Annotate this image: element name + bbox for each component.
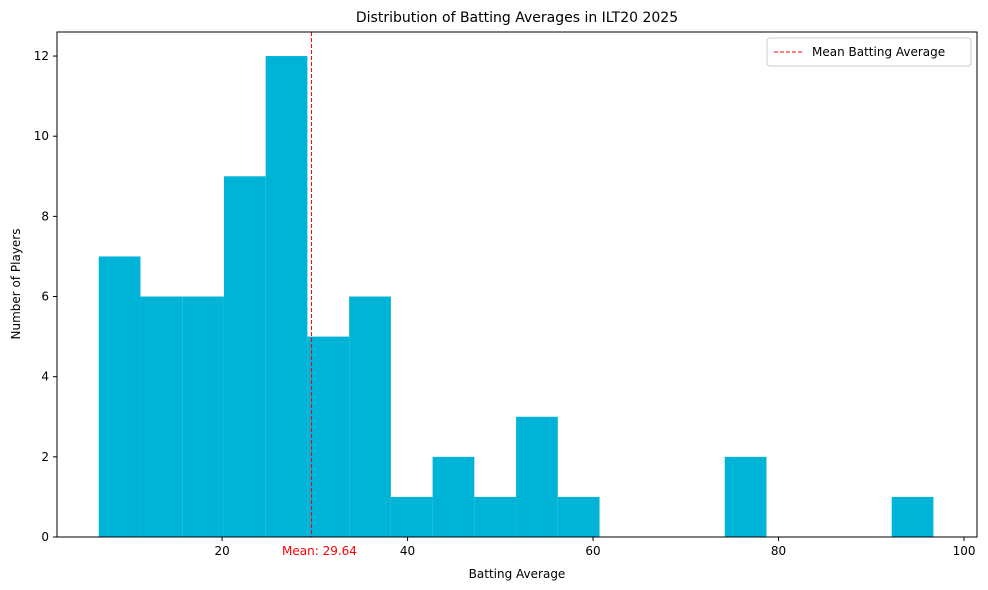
y-tick-label: 2 bbox=[41, 450, 49, 464]
histogram-bar bbox=[557, 496, 600, 537]
x-axis-label: Batting Average bbox=[469, 567, 566, 581]
histogram-bar bbox=[140, 296, 183, 537]
histogram-bar bbox=[724, 456, 767, 537]
y-tick-label: 10 bbox=[34, 129, 49, 143]
legend-box bbox=[766, 37, 972, 67]
y-tick-label: 8 bbox=[41, 209, 49, 223]
histogram-bar bbox=[474, 496, 517, 537]
y-tick-label: 4 bbox=[41, 370, 49, 384]
histogram-bar bbox=[516, 416, 558, 537]
axes-group: 20 40 60 80 100 0 2 4 6 8 10 12 bbox=[34, 31, 978, 558]
histogram-bar bbox=[349, 296, 391, 537]
histogram-bar bbox=[891, 496, 934, 537]
y-tick-label: 12 bbox=[34, 49, 49, 63]
histogram-bar bbox=[182, 296, 224, 537]
histogram-bar bbox=[307, 336, 350, 537]
histogram-bar bbox=[223, 176, 266, 538]
y-tick-label: 6 bbox=[41, 290, 49, 304]
plot-frame bbox=[56, 31, 978, 538]
x-tick-label: 40 bbox=[400, 544, 415, 558]
legend: Mean Batting Average bbox=[766, 37, 972, 67]
x-tick-label: 20 bbox=[214, 544, 229, 558]
x-tick-label: 60 bbox=[585, 544, 600, 558]
mean-label: Mean: 29.64 bbox=[282, 544, 357, 558]
y-axis-label: Number of Players bbox=[9, 229, 23, 340]
x-tick-label: 80 bbox=[771, 544, 786, 558]
chart-title: Distribution of Batting Averages in ILT2… bbox=[356, 10, 678, 26]
histogram-bar bbox=[98, 256, 141, 537]
x-tick-label: 100 bbox=[953, 544, 976, 558]
bars-group bbox=[98, 56, 934, 538]
y-tick-label: 0 bbox=[41, 530, 49, 544]
legend-label: Mean Batting Average bbox=[812, 45, 945, 59]
histogram-bar bbox=[390, 496, 433, 537]
mean-layer: Mean: 29.64 bbox=[282, 32, 357, 558]
histogram-bar bbox=[265, 56, 308, 538]
histogram-bar bbox=[432, 456, 475, 537]
